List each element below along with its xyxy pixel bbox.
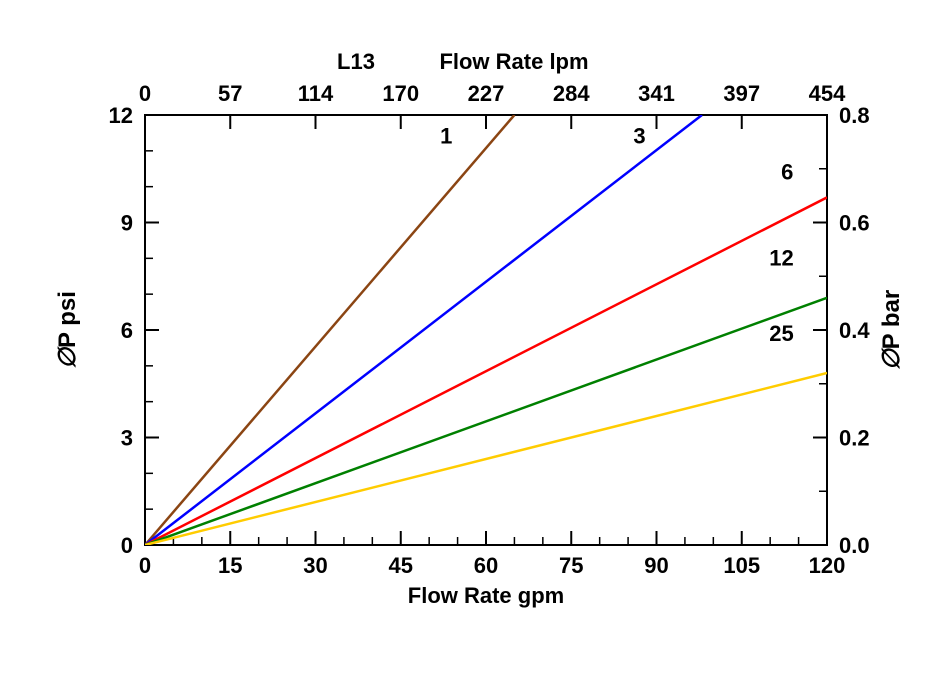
y-right-tick: 0.4 [839, 318, 870, 343]
chart-container: 0153045607590105120Flow Rate gpm05711417… [0, 0, 932, 688]
y-left-tick: 0 [121, 533, 133, 558]
x-top-tick: 170 [382, 81, 419, 106]
y-left-tick: 6 [121, 318, 133, 343]
y-right-tick: 0.8 [839, 103, 870, 128]
y-right-label: ∅P bar [878, 290, 905, 371]
y-left-tick: 3 [121, 426, 133, 451]
x-top-tick: 284 [553, 81, 590, 106]
x-top-tick: 227 [468, 81, 505, 106]
x-bottom-tick: 60 [474, 553, 498, 578]
y-left-tick: 12 [109, 103, 133, 128]
x-bottom-tick: 15 [218, 553, 242, 578]
series-label-25: 25 [769, 321, 793, 346]
x-bottom-tick: 45 [389, 553, 413, 578]
x-top-tick: 341 [638, 81, 675, 106]
x-top-label: Flow Rate lpm [439, 49, 588, 74]
series-label-3: 3 [633, 124, 645, 149]
flow-rate-chart: 0153045607590105120Flow Rate gpm05711417… [0, 0, 932, 688]
series-line-3 [145, 115, 702, 545]
y-left-label: ∅P psi [54, 291, 81, 369]
y-right-tick: 0.0 [839, 533, 870, 558]
x-top-tick: 397 [723, 81, 760, 106]
x-bottom-tick: 105 [723, 553, 760, 578]
series-line-6 [145, 197, 827, 545]
x-top-tick: 0 [139, 81, 151, 106]
series-line-1 [145, 115, 514, 545]
x-bottom-tick: 90 [644, 553, 668, 578]
y-right-tick: 0.6 [839, 211, 870, 236]
x-top-tick: 114 [298, 81, 334, 106]
x-bottom-tick: 0 [139, 553, 151, 578]
series-label-1: 1 [440, 124, 452, 149]
x-bottom-tick: 30 [303, 553, 327, 578]
y-left-tick: 9 [121, 211, 133, 236]
x-bottom-tick: 75 [559, 553, 583, 578]
plot-area [145, 115, 827, 545]
series-label-12: 12 [769, 246, 793, 271]
series-label-6: 6 [781, 160, 793, 185]
x-top-tick: 57 [218, 81, 242, 106]
chart-title-prefix: L13 [337, 49, 375, 74]
x-bottom-label: Flow Rate gpm [408, 583, 564, 608]
series-line-25 [145, 373, 827, 545]
y-right-tick: 0.2 [839, 426, 870, 451]
series-line-12 [145, 298, 827, 545]
